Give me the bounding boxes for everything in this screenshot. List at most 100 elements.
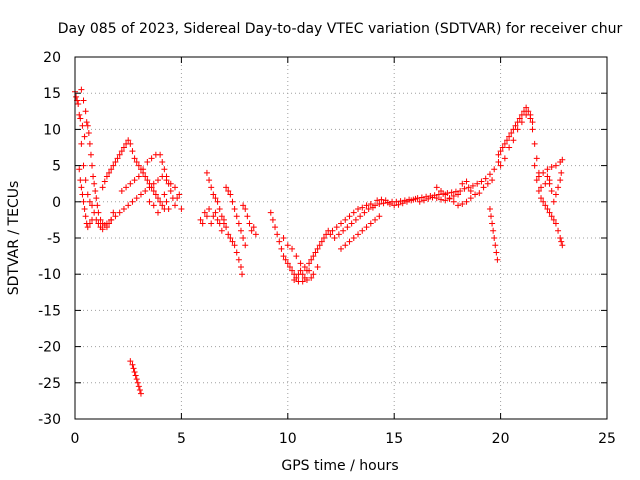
chart-title: Day 085 of 2023, Sidereal Day-to-day VTE… — [58, 21, 623, 37]
data-point — [216, 206, 223, 213]
data-point — [518, 119, 525, 126]
data-point — [544, 206, 551, 213]
data-point — [81, 133, 88, 140]
data-point — [552, 191, 559, 198]
data-point — [540, 198, 547, 205]
data-point — [86, 220, 93, 227]
data-point — [140, 166, 147, 173]
data-point — [293, 253, 300, 260]
data-point — [503, 137, 510, 144]
data-point — [272, 224, 279, 231]
data-point — [486, 206, 493, 213]
x-tick-label: 20 — [492, 431, 510, 447]
data-point — [84, 224, 91, 231]
data-point — [82, 108, 89, 115]
data-point — [491, 235, 498, 241]
data-point — [86, 198, 93, 205]
data-point — [359, 204, 366, 211]
data-point — [116, 209, 123, 216]
data-point — [391, 202, 398, 209]
data-point — [544, 173, 551, 180]
data-point — [212, 195, 219, 202]
data-point — [499, 144, 506, 151]
data-point — [150, 202, 157, 209]
data-point — [135, 162, 142, 169]
data-point — [131, 155, 138, 162]
data-point — [289, 245, 296, 252]
data-point — [416, 198, 423, 205]
data-point — [299, 271, 306, 278]
data-point — [206, 177, 213, 184]
data-point — [80, 97, 87, 104]
data-point — [291, 276, 298, 283]
data-point — [157, 198, 164, 205]
data-point — [129, 361, 136, 368]
data-point — [154, 177, 161, 184]
data-point — [425, 195, 432, 202]
data-point — [529, 126, 536, 133]
data-point — [527, 111, 534, 118]
data-point — [154, 209, 161, 216]
data-point — [558, 169, 565, 176]
data-point — [95, 209, 102, 216]
data-point — [484, 180, 491, 187]
data-point — [91, 180, 98, 187]
data-point — [120, 144, 127, 151]
data-point — [80, 198, 87, 205]
data-point — [108, 166, 115, 173]
data-point — [199, 220, 206, 227]
data-point — [127, 140, 134, 147]
data-point — [150, 187, 157, 194]
data-point — [133, 195, 140, 202]
data-point — [414, 195, 421, 202]
data-point — [90, 173, 97, 180]
data-point — [110, 209, 117, 216]
data-point — [450, 193, 457, 200]
data-point — [242, 206, 249, 213]
data-point — [459, 180, 466, 187]
data-point — [248, 227, 255, 234]
data-point — [310, 253, 317, 260]
data-point — [489, 177, 496, 184]
y-tick-label: -25 — [38, 376, 61, 392]
data-point — [82, 213, 89, 220]
data-point — [212, 209, 219, 216]
data-point — [112, 158, 119, 165]
data-point — [161, 191, 168, 198]
data-point — [442, 191, 449, 198]
data-point — [280, 235, 287, 241]
data-point — [86, 140, 93, 147]
data-point — [82, 177, 89, 184]
data-point — [531, 140, 538, 147]
data-point — [493, 249, 500, 256]
data-point — [367, 220, 374, 227]
data-point — [231, 242, 238, 249]
data-point — [278, 245, 285, 252]
data-point — [338, 220, 344, 227]
x-tick-label: 25 — [598, 431, 616, 447]
data-point — [165, 206, 172, 213]
data-point — [208, 220, 215, 227]
data-point — [474, 180, 481, 187]
data-point — [469, 182, 476, 189]
data-point — [99, 184, 106, 191]
data-point — [333, 224, 340, 231]
data-point — [223, 224, 230, 231]
data-point — [374, 197, 381, 204]
data-point — [274, 231, 281, 238]
data-point — [163, 173, 170, 180]
data-point — [320, 235, 327, 241]
data-point — [233, 213, 240, 220]
data-point — [514, 126, 521, 133]
data-point — [378, 196, 385, 203]
data-point — [75, 101, 82, 108]
data-point — [408, 197, 415, 204]
data-point — [76, 166, 83, 173]
data-point — [152, 191, 159, 198]
data-point — [446, 195, 453, 202]
data-point — [142, 187, 149, 194]
data-point — [318, 238, 325, 245]
data-point — [76, 111, 83, 118]
data-point — [459, 200, 466, 207]
